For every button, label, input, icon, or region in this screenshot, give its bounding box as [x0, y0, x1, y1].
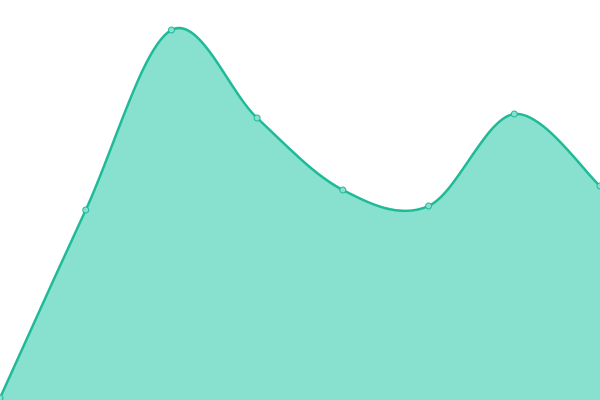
data-point: [596, 182, 600, 190]
data-point: [253, 114, 261, 122]
data-point: [339, 186, 347, 194]
data-point: [510, 110, 518, 118]
data-point: [82, 206, 90, 214]
data-point: [425, 202, 433, 210]
data-point: [0, 394, 4, 400]
area-fill: [0, 27, 600, 400]
data-point: [167, 26, 175, 34]
